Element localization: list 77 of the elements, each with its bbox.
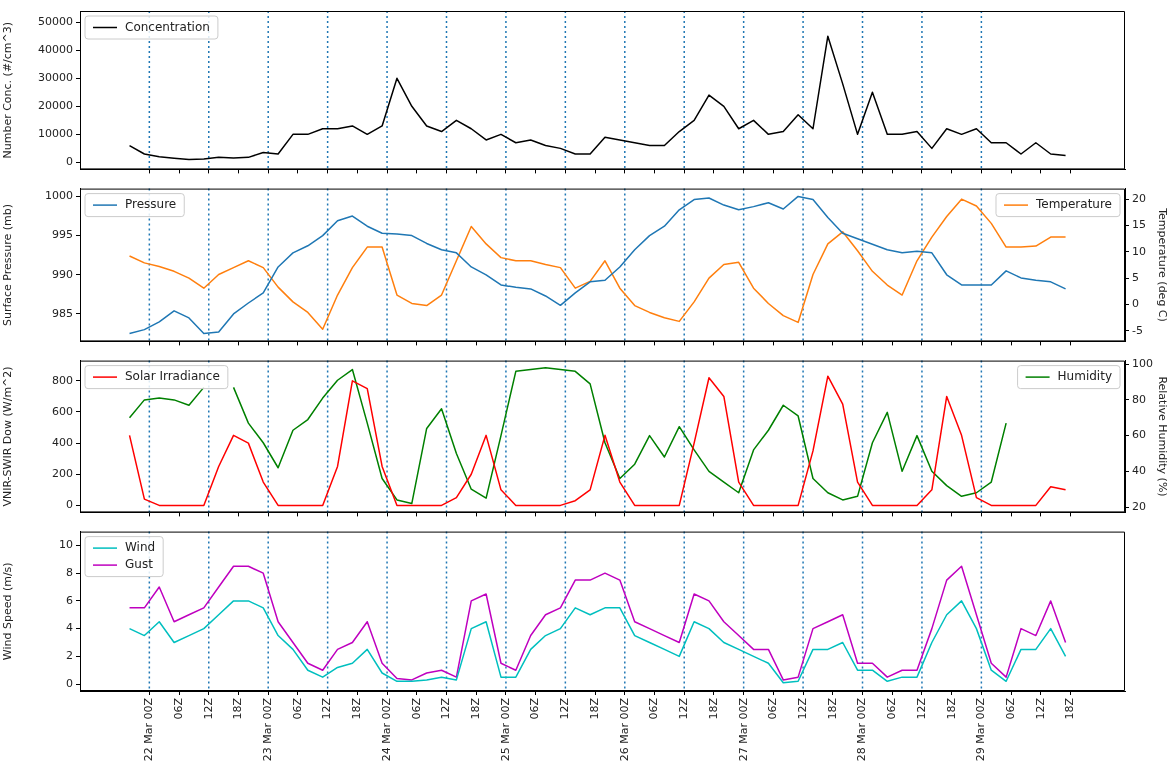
y2-tick-label: 40: [1132, 464, 1146, 478]
x-tick-label: 25 Mar 00Z: [498, 697, 512, 762]
x-tick-label: 06Z: [885, 697, 899, 720]
x-tick-label: 29 Mar 00Z: [974, 697, 988, 762]
x-tick-label: 24 Mar 00Z: [379, 697, 393, 762]
legend-label: Temperature: [1034, 197, 1112, 212]
y-tick-label: 0: [66, 498, 73, 512]
x-tick-label: 18Z: [469, 697, 483, 720]
x-tick-label: 23 Mar 00Z: [261, 697, 275, 762]
x-tick-label: 12Z: [1033, 697, 1047, 720]
x-tick-label: 12Z: [795, 697, 809, 720]
y-tick-label: 800: [52, 373, 73, 387]
y2-tick-label: 20: [1132, 499, 1146, 513]
y-tick-label: 990: [52, 267, 73, 281]
x-tick-label: 28 Mar 00Z: [855, 697, 869, 762]
x-tick-label: 12Z: [439, 697, 453, 720]
x-tick-label: 22 Mar 00Z: [142, 697, 156, 762]
y-tick-label: 20000: [38, 99, 73, 113]
x-tick-label: 06Z: [1003, 697, 1017, 720]
y-tick-label: 6: [66, 593, 73, 607]
x-tick-label: 06Z: [290, 697, 304, 720]
y2-axis-title: Relative Humidity (%): [1155, 376, 1169, 497]
y-tick-label: 0: [66, 676, 73, 690]
y-tick-label: 8: [66, 566, 73, 580]
y2-tick-label: 10: [1132, 244, 1146, 258]
y-tick-label: 40000: [38, 43, 73, 57]
x-tick-label: 26 Mar 00Z: [617, 697, 631, 762]
x-tick-label: 06Z: [647, 697, 661, 720]
x-tick-label: 12Z: [914, 697, 928, 720]
y-tick-label: 30000: [38, 71, 73, 85]
y-axis-title: VNIR-SWIR Dow (W/m^2): [1, 366, 15, 507]
y2-axis-title: Temperature (deg C): [1155, 207, 1169, 322]
x-tick-label: 12Z: [558, 697, 572, 720]
legend-label: Wind: [125, 540, 156, 555]
y2-tick-label: 80: [1132, 392, 1146, 406]
y-tick-label: 0: [66, 155, 73, 169]
y-axis-title: Surface Pressure (mb): [1, 203, 15, 327]
x-tick-label: 06Z: [409, 697, 423, 720]
x-tick-label: 27 Mar 00Z: [736, 697, 750, 762]
x-tick-label: 18Z: [825, 697, 839, 720]
y-tick-label: 995: [52, 228, 73, 242]
y2-tick-label: 20: [1132, 192, 1146, 205]
y2-tick-label: -5: [1132, 323, 1143, 337]
y-tick-label: 985: [52, 306, 73, 320]
x-tick-label: 18Z: [231, 697, 245, 720]
y-axis-title: Number Conc. (#/cm^3): [1, 21, 15, 159]
y-tick-label: 400: [52, 435, 73, 449]
x-tick-label: 18Z: [944, 697, 958, 720]
y-tick-label: 10000: [38, 127, 73, 141]
y2-tick-label: 100: [1132, 357, 1153, 371]
y-tick-label: 200: [52, 467, 73, 481]
x-tick-label: 06Z: [528, 697, 542, 720]
x-tick-label: 18Z: [350, 697, 364, 720]
legend-label: Humidity: [1057, 369, 1113, 384]
legend-label: Pressure: [125, 197, 177, 212]
y2-tick-label: 60: [1132, 428, 1146, 442]
y2-tick-label: 5: [1132, 271, 1139, 285]
x-tick-label: 06Z: [171, 697, 185, 720]
y2-tick-label: 0: [1132, 297, 1139, 311]
legend-label: Solar Irradiance: [125, 369, 220, 384]
x-tick-label: 12Z: [320, 697, 334, 720]
y-tick-label: 1000: [45, 189, 73, 203]
y2-tick-label: 15: [1132, 218, 1146, 232]
y-tick-label: 600: [52, 404, 73, 418]
x-tick-label: 18Z: [1063, 697, 1077, 720]
x-tick-label: 18Z: [706, 697, 720, 720]
y-tick-label: 50000: [38, 15, 73, 29]
legend-label: Gust: [125, 557, 154, 572]
x-tick-label: 18Z: [587, 697, 601, 720]
x-tick-label: 12Z: [677, 697, 691, 720]
y-tick-label: 2: [66, 649, 73, 663]
y-tick-label: 10: [59, 538, 73, 552]
y-tick-label: 4: [66, 621, 73, 635]
legend-label: Concentration: [125, 19, 210, 34]
y-axis-title: Wind Speed (m/s): [1, 562, 15, 661]
x-tick-label: 06Z: [766, 697, 780, 720]
x-tick-label: 12Z: [201, 697, 215, 720]
